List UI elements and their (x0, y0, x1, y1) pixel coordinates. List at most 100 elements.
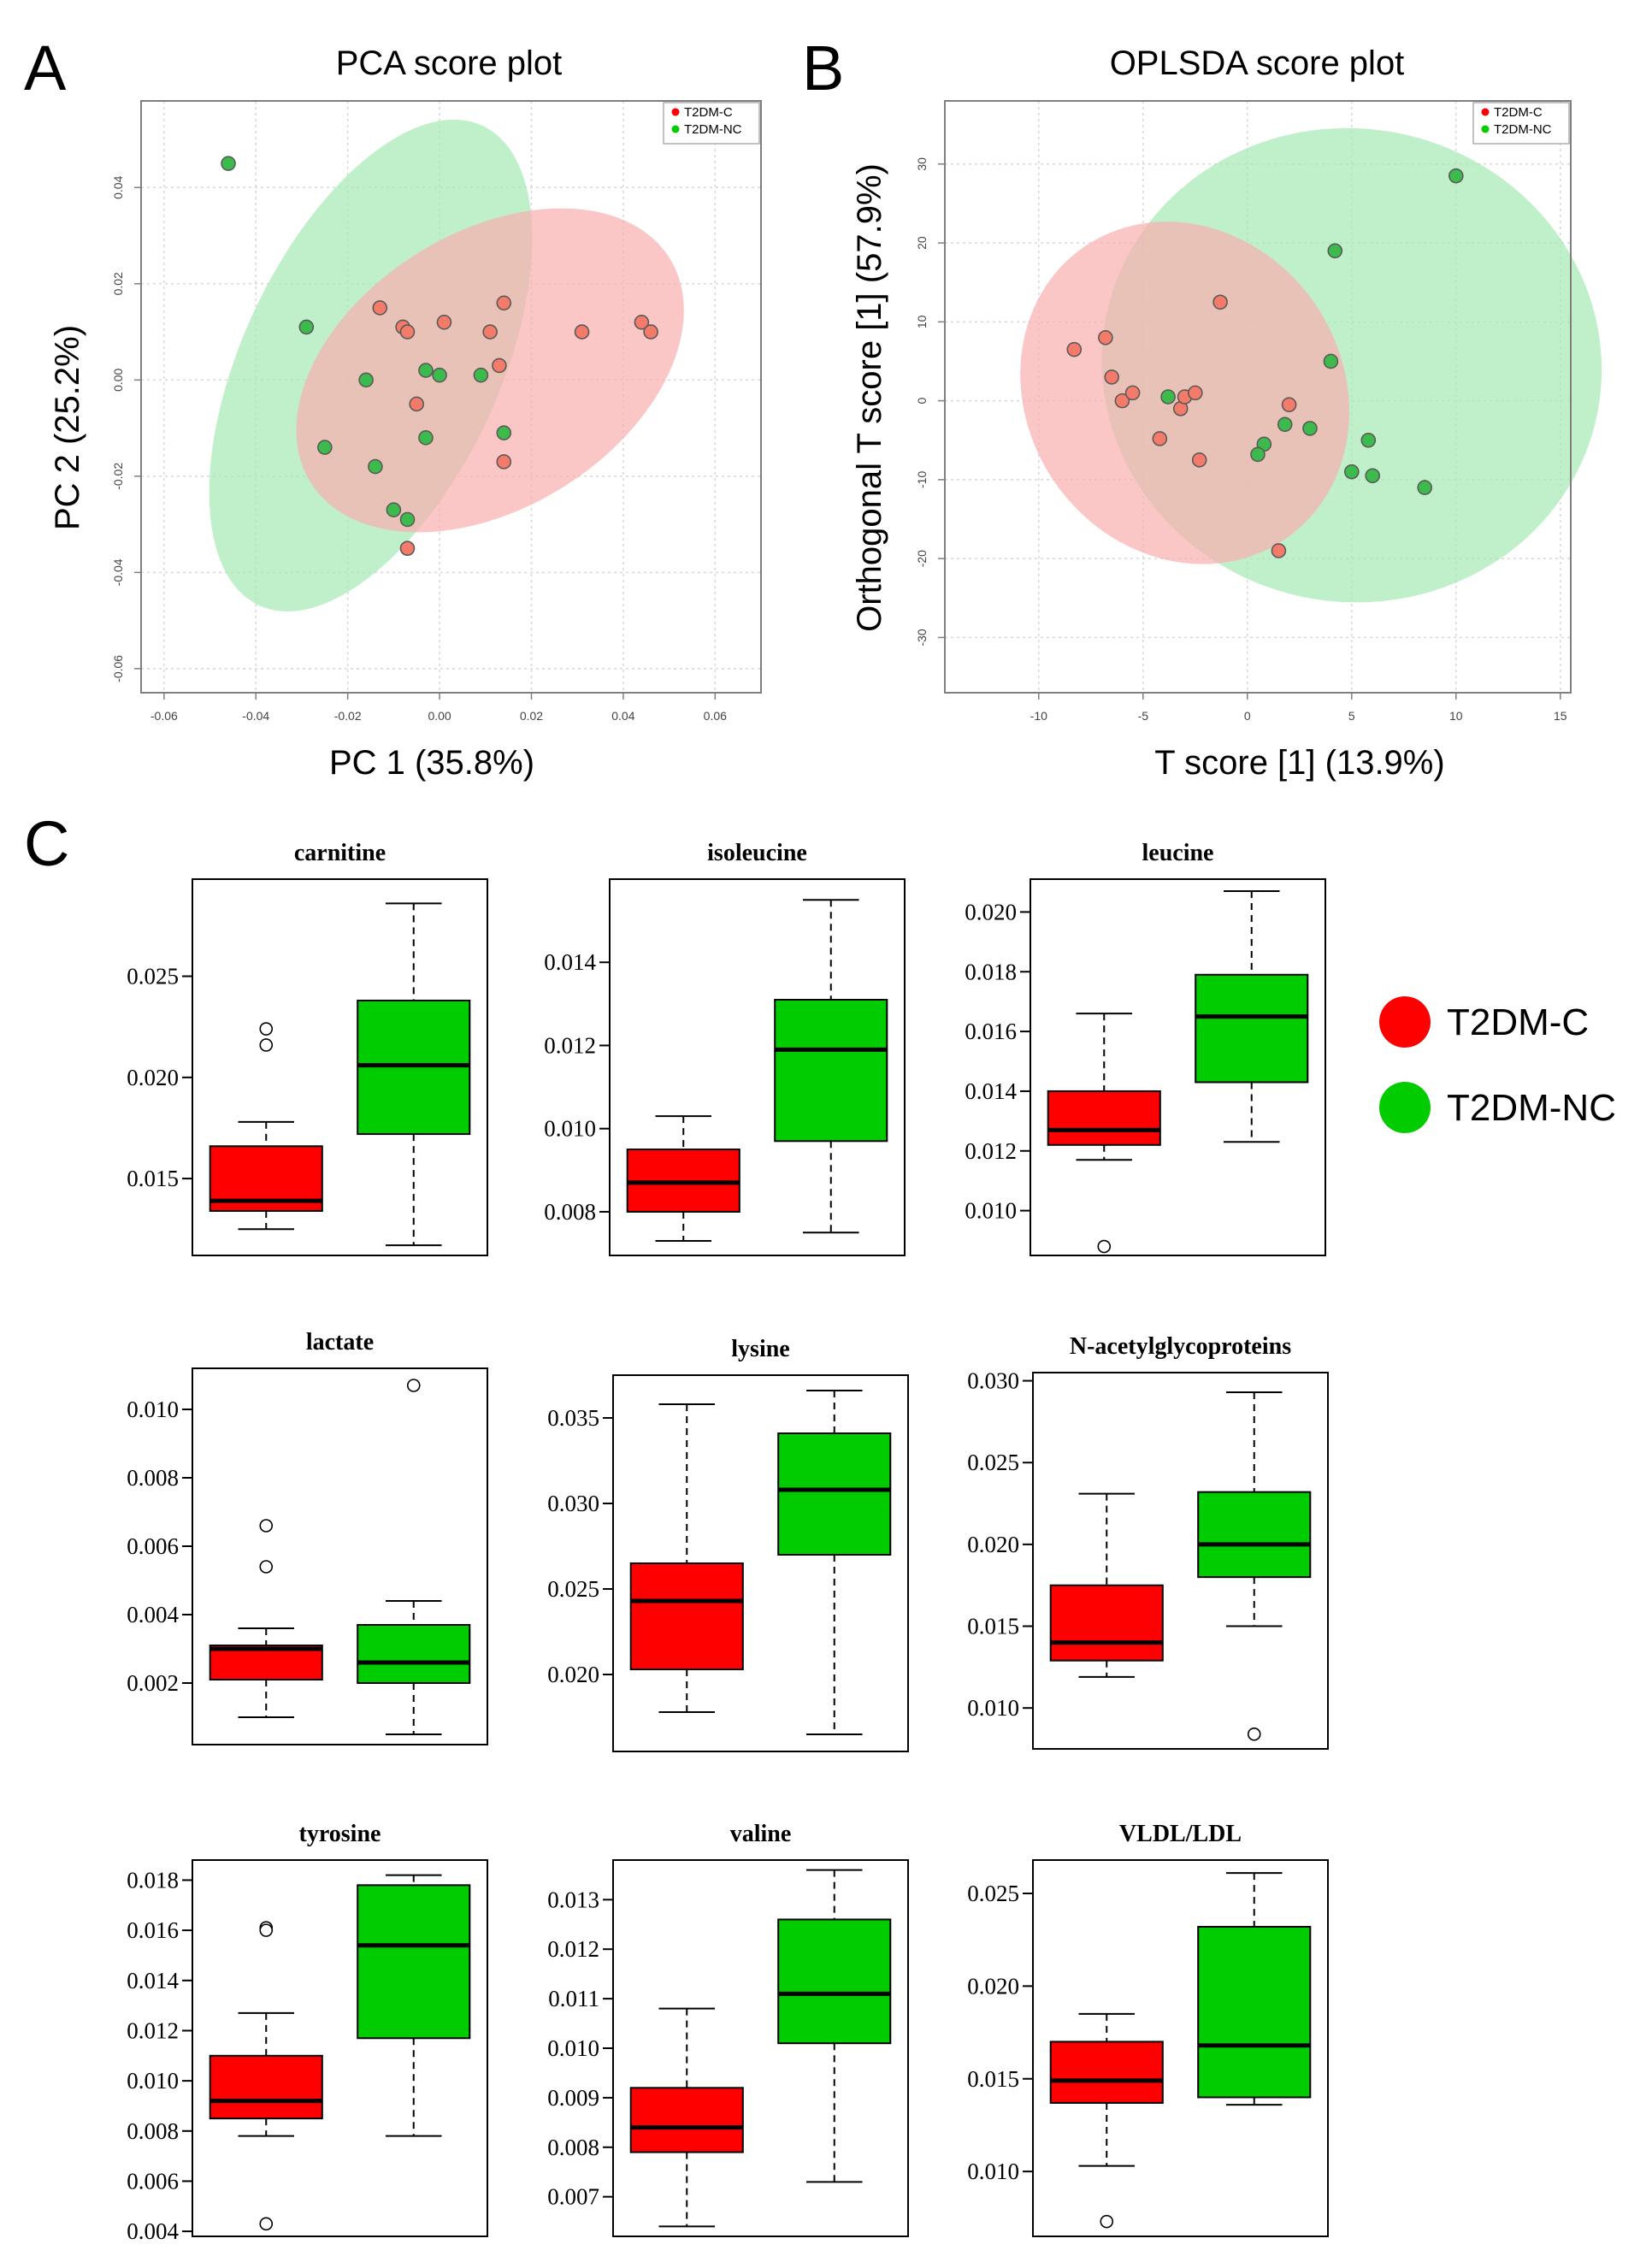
box-iqr (777, 1432, 892, 1556)
y-tick-label: 0.006 (127, 2168, 179, 2194)
box-iqr (357, 1624, 471, 1684)
chart-title: OPLSDA score plot (1110, 44, 1405, 82)
box-iqr (1047, 1090, 1161, 1146)
data-point-t2dm-c (1124, 385, 1141, 401)
data-point-t2dm-nc (317, 440, 333, 455)
y-tick-label: 0.016 (127, 1917, 179, 1943)
y-tick-label: 0.025 (127, 964, 179, 989)
legend-box (663, 102, 760, 145)
y-tick-label: 0.010 (127, 1397, 179, 1422)
box-iqr (777, 1918, 892, 2045)
box-t2dm-c (1049, 1492, 1164, 1678)
boxplot-vldl-ldl: VLDL/LDL 0.010 0.015 0.020 0.025 (967, 1821, 1329, 2237)
y-tick-label: -20 (915, 550, 929, 567)
y-tick-label: 0.007 (547, 2184, 599, 2210)
legend-marker-t2dm-nc (1481, 125, 1490, 133)
data-point-t2dm-nc (1327, 243, 1343, 259)
x-tick-label: 0.06 (704, 709, 727, 723)
confidence-ellipse-t2dm-c (296, 208, 684, 533)
data-point-t2dm-c (409, 396, 425, 412)
group-legend: T2DM-C T2DM-NC (1379, 996, 1616, 1133)
data-point-t2dm-c (1114, 393, 1130, 409)
y-tick-label: 0.025 (547, 1576, 599, 1602)
panel-letter-a: A (24, 32, 67, 103)
x-tick-label: -0.02 (334, 709, 362, 723)
data-point-t2dm-nc (358, 372, 374, 388)
boxplot-frame (609, 878, 906, 1256)
data-point-t2dm-c (634, 314, 650, 330)
data-point-t2dm-nc (1277, 416, 1293, 433)
boxplot-frame (192, 878, 488, 1256)
boxplot-title: VLDL/LDL (1119, 1821, 1242, 1847)
boxplot-frame (192, 1859, 488, 2237)
y-tick-label: 0.016 (965, 1019, 1017, 1044)
box-iqr (209, 2054, 323, 2120)
y-tick-label: 0.020 (547, 1662, 599, 1687)
box-iqr (357, 1884, 471, 2040)
boxplot-frame (1030, 878, 1326, 1256)
box-t2dm-nc (777, 1390, 892, 1735)
y-tick-label: 10 (915, 315, 929, 328)
y-tick-label: 0.010 (127, 2068, 179, 2094)
data-point-t2dm-nc (418, 363, 434, 378)
boxplot-lysine: lysine 0.020 0.025 0.030 0.035 (547, 1336, 909, 1752)
data-point-t2dm-nc (1344, 464, 1360, 480)
outlier-point (1097, 1239, 1112, 1254)
box-t2dm-c (209, 1022, 323, 1231)
x-tick-label: -5 (1138, 709, 1149, 723)
y-axis-label: Orthogonal T score [1] (57.9%) (851, 163, 888, 632)
legend-label: T2DM-NC (1494, 122, 1552, 137)
y-tick-label: 0.012 (127, 2017, 179, 2043)
x-tick-label: 0.02 (520, 709, 543, 723)
boxplot-title: lactate (306, 1329, 374, 1355)
data-point-t2dm-c (492, 357, 507, 374)
y-tick-label: 0.008 (127, 1465, 179, 1491)
boxplot-n-acetylglycoproteins: N-acetylglycoproteins 0.010 0.015 0.020 0.02… (967, 1333, 1329, 1750)
data-point-t2dm-c (1098, 329, 1113, 346)
data-point-t2dm-c (496, 295, 512, 311)
data-point-t2dm-nc (221, 156, 236, 171)
y-tick-label: 0.008 (547, 2135, 599, 2160)
y-tick-label: 0.02 (111, 272, 125, 295)
data-point-t2dm-nc (1160, 389, 1176, 405)
data-point-t2dm-nc (1448, 168, 1464, 184)
x-axis-label: T score [1] (13.9%) (1154, 744, 1444, 782)
data-point-t2dm-c (436, 314, 452, 330)
y-tick-label: 0.025 (967, 1450, 1019, 1475)
data-point-t2dm-nc (1360, 432, 1377, 448)
plot-legend: T2DM-C T2DM-NC (1472, 102, 1570, 145)
boxplot-valine: valine 0.007 0.008 0.009 0.010 0.011 0.012 0.01… (547, 1821, 909, 2237)
legend-label-t2dm-c: T2DM-C (1447, 1001, 1589, 1043)
y-tick-label: 0.004 (127, 2218, 179, 2244)
y-tick-label: -0.06 (111, 655, 125, 682)
y-tick-label: 0.015 (127, 1166, 179, 1191)
data-point-t2dm-c (372, 300, 388, 316)
y-tick-label: 0.010 (967, 1695, 1019, 1721)
data-point-t2dm-nc (1365, 468, 1380, 484)
box-t2dm-c (629, 1403, 744, 1713)
data-point-t2dm-c (574, 324, 590, 340)
y-tick-label: 0.018 (127, 1867, 179, 1893)
boxplot-lactate: lactate 0.002 0.004 0.006 0.008 0.010 (127, 1329, 488, 1745)
score-plot-oplsda-score-plot: OPLSDA score plot -10 -5 0 5 10 15 -30 -20 -10 0 10… (851, 44, 1602, 782)
box-t2dm-nc (1197, 1872, 1312, 2106)
y-tick-label: 0.008 (127, 2118, 179, 2144)
legend-swatch-t2dm-nc (1379, 1082, 1431, 1133)
y-tick-label: -0.04 (111, 558, 125, 586)
plot-frame (140, 100, 762, 694)
legend-label: T2DM-NC (684, 122, 742, 137)
data-point-t2dm-nc (1417, 480, 1432, 495)
outlier-point (259, 1923, 274, 1937)
data-point-t2dm-nc (368, 458, 383, 475)
boxplot-frame (612, 1374, 909, 1752)
x-tick-label: 5 (1348, 709, 1355, 723)
legend-box (1472, 102, 1570, 145)
y-tick-label: -10 (915, 471, 929, 488)
data-point-t2dm-c (1281, 397, 1297, 413)
y-tick-label: 0.00 (111, 368, 125, 391)
box-t2dm-nc (774, 899, 888, 1234)
outlier-point (259, 1022, 274, 1036)
box-t2dm-c (209, 1921, 323, 2231)
data-point-t2dm-nc (399, 511, 416, 528)
data-point-t2dm-c (482, 324, 498, 340)
